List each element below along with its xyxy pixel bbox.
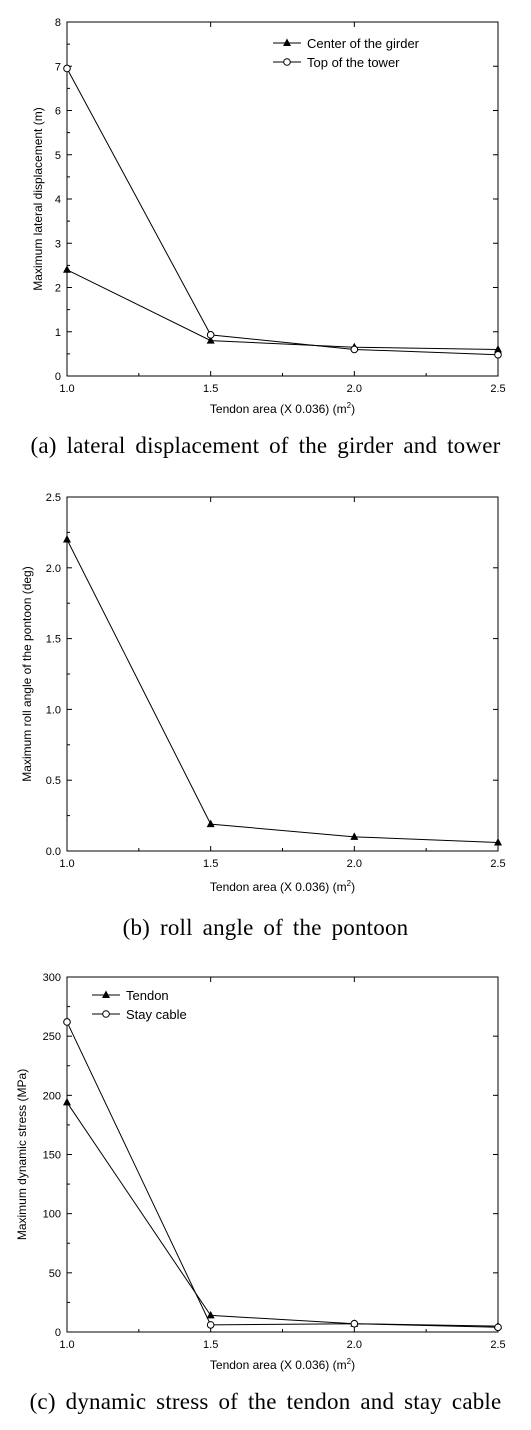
legend-label: Center of the girder — [307, 36, 420, 51]
data-point — [206, 1310, 215, 1319]
chart-b: 1.0 1.5 2.0 2.5 0.0 0.5 1.0 1.5 2.0 2.5 Tendon are… — [20, 492, 506, 894]
legend: Tendon Stay cable — [92, 988, 187, 1022]
chart-a: 1.0 1.5 2.0 2.5 0 1 2 3 4 5 6 7 8 Tendon area (X 0.03… — [31, 17, 506, 416]
chart-c: 1.0 1.5 2.0 2.5 0 50 100 150 200 250 300 Tendon are… — [15, 972, 506, 1372]
x-tick-label: 1.5 — [203, 1339, 218, 1351]
y-tick-label: 3 — [55, 238, 61, 250]
data-point — [206, 1321, 215, 1329]
legend-label: Tendon — [126, 988, 169, 1003]
y-tick-label: 100 — [43, 1209, 61, 1221]
caption-c: (c) dynamic stress of the tendon and sta… — [29, 1389, 502, 1414]
y-tick-label: 7 — [55, 61, 61, 73]
plot-frame — [66, 21, 499, 377]
x-tick-label: 1.5 — [203, 858, 218, 870]
panel-c: 1.0 1.5 2.0 2.5 0 50 100 150 200 250 300 Tendon are… — [0, 958, 531, 1430]
caption-a: (a) lateral displacement of the girder a… — [30, 433, 501, 458]
series-line — [66, 269, 499, 350]
y-axis-title: Maximum roll angle of the pontoon (deg) — [20, 566, 34, 781]
y-axis-title: Maximum lateral displacement (m) — [31, 107, 45, 290]
series-line — [66, 1102, 499, 1327]
data-point — [63, 534, 71, 543]
y-tick-label: 8 — [55, 17, 61, 29]
legend-marker — [283, 38, 291, 46]
data-point — [63, 64, 71, 73]
y-tick-label: 2 — [55, 283, 61, 295]
data-point — [63, 1097, 71, 1106]
y-axis-title: Maximum dynamic stress (MPa) — [15, 1069, 29, 1240]
y-tick-label: 0 — [55, 371, 61, 383]
y-tick-label: 0 — [55, 1327, 61, 1339]
data-point — [63, 1018, 71, 1026]
y-tick-label: 1.5 — [46, 634, 61, 646]
data-point — [494, 344, 502, 353]
x-axis-title: Tendon area (X 0.036) (m2) — [210, 401, 355, 416]
y-tick-label: 150 — [43, 1150, 61, 1162]
series-line — [66, 1021, 499, 1328]
legend-marker — [102, 990, 110, 998]
data-point — [494, 838, 502, 846]
y-tick-label: 250 — [43, 1031, 61, 1043]
x-axis-title: Tendon area (X 0.036) (m2) — [210, 879, 355, 894]
data-point — [350, 345, 359, 354]
data-point — [494, 350, 502, 359]
y-tick-label: 5 — [55, 150, 61, 162]
x-tick-label: 2.5 — [490, 1339, 505, 1351]
series-0 — [63, 534, 502, 846]
data-point — [206, 819, 215, 828]
x-tick-label: 2.0 — [347, 1339, 362, 1351]
series-0 — [63, 1097, 502, 1330]
x-tick-label: 2.5 — [490, 858, 505, 870]
data-point — [206, 336, 215, 344]
x-tick-label: 2.0 — [347, 383, 362, 395]
x-tick-label: 1.0 — [59, 383, 74, 395]
series-line — [66, 539, 499, 844]
legend: Center of the girder Top of the tower — [273, 36, 420, 70]
series-line — [66, 68, 499, 356]
caption-b: (b) roll angle of the pontoon — [122, 915, 409, 940]
data-point — [206, 331, 215, 339]
legend-marker — [283, 58, 291, 66]
y-tick-label: 50 — [49, 1268, 61, 1280]
y-tick-label: 6 — [55, 106, 61, 118]
y-tick-label: 0.5 — [46, 775, 61, 787]
y-tick-label: 200 — [43, 1090, 61, 1102]
series-1 — [63, 64, 502, 359]
y-tick-label: 300 — [43, 972, 61, 984]
x-tick-label: 1.0 — [59, 858, 74, 870]
plot-frame — [66, 496, 499, 852]
legend-label: Stay cable — [126, 1007, 187, 1022]
y-tick-label: 1.0 — [46, 704, 61, 716]
y-tick-label: 1 — [55, 327, 61, 339]
x-tick-label: 1.0 — [59, 1339, 74, 1351]
x-axis-title: Tendon area (X 0.036) (m2) — [210, 1357, 355, 1372]
y-tick-label: 2.0 — [46, 563, 61, 575]
y-tick-label: 4 — [55, 194, 61, 206]
data-point — [350, 832, 359, 840]
plot-frame — [66, 976, 499, 1333]
x-tick-label: 2.0 — [347, 858, 362, 870]
data-point — [350, 1319, 359, 1328]
series-1 — [63, 1018, 502, 1332]
y-tick-label: 2.5 — [46, 492, 61, 504]
data-point — [494, 1323, 502, 1332]
series-0 — [63, 265, 502, 353]
x-tick-label: 1.5 — [203, 383, 218, 395]
x-tick-label: 2.5 — [490, 383, 505, 395]
legend-label: Top of the tower — [307, 55, 400, 70]
panel-a: 1.0 1.5 2.0 2.5 0 1 2 3 4 5 6 7 8 Tendon area (X 0.03… — [0, 0, 531, 470]
legend-marker — [102, 1010, 110, 1018]
data-point — [63, 265, 71, 273]
y-tick-label: 0.0 — [46, 846, 61, 858]
panel-b: 1.0 1.5 2.0 2.5 0.0 0.5 1.0 1.5 2.0 2.5 Tendon are… — [0, 477, 531, 957]
